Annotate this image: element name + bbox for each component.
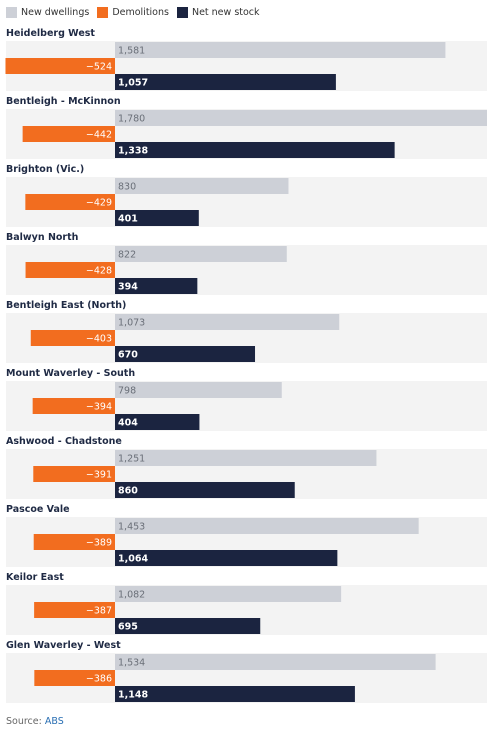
- category-label-pascoe-vale: Pascoe Vale: [6, 504, 70, 515]
- demolitions-value-bentleigh-east-north: −403: [86, 334, 112, 345]
- demolitions-bar-keilor-east: [34, 602, 115, 618]
- demolitions-bar-bentleigh-east-north: [30, 330, 116, 346]
- net-new-stock-value-pascoe-vale: 1,064: [118, 554, 148, 565]
- legend-label-new-dwellings: New dwellings: [21, 6, 90, 18]
- category-label-bentleigh-east-north: Bentleigh East (North): [6, 300, 126, 311]
- demolitions-value-ashwood-chadstone: −391: [86, 470, 112, 481]
- net-new-stock-bar-ashwood-chadstone: [115, 482, 295, 498]
- category-label-glen-waverley-west: Glen Waverley - West: [6, 640, 121, 651]
- net-new-stock-value-heidelberg-west: 1,057: [118, 78, 148, 89]
- legend: New dwellings Demolitions Net new stock: [6, 5, 268, 19]
- demolitions-bar-brighton-vic: [25, 194, 116, 210]
- net-new-stock-value-balwyn-north: 394: [118, 282, 138, 293]
- demolitions-bar-pascoe-vale: [33, 534, 115, 550]
- new-dwellings-bar-mount-waverley-south: [115, 382, 282, 398]
- new-dwellings-bar-pascoe-vale: [115, 518, 419, 534]
- net-new-stock-bar-bentleigh-east-north: [115, 346, 256, 362]
- legend-item-new-dwellings: New dwellings: [6, 6, 90, 18]
- new-dwellings-bar-brighton-vic: [115, 178, 289, 194]
- net-new-stock-bar-mount-waverley-south: [115, 414, 200, 430]
- new-dwellings-bar-keilor-east: [115, 586, 342, 602]
- demolitions-bar-ashwood-chadstone: [33, 466, 115, 482]
- net-new-stock-value-mount-waverley-south: 404: [118, 418, 138, 429]
- bar-chart: Heidelberg West 1,581 −524 1,057 Bentleigh -…: [5, 28, 487, 703]
- new-dwellings-value-brighton-vic: 830: [118, 182, 136, 193]
- demolitions-value-brighton-vic: −429: [86, 198, 112, 209]
- legend-swatch-new-dwellings: [6, 6, 17, 18]
- legend-item-net-new-stock: Net new stock: [176, 6, 260, 18]
- demolitions-value-pascoe-vale: −389: [86, 538, 112, 549]
- demolitions-value-glen-waverley-west: −386: [86, 674, 112, 685]
- new-dwellings-bar-bentleigh-east-north: [115, 314, 340, 330]
- demolitions-bar-mount-waverley-south: [32, 398, 115, 414]
- net-new-stock-value-glen-waverley-west: 1,148: [118, 690, 148, 701]
- new-dwellings-value-mount-waverley-south: 798: [118, 386, 136, 397]
- new-dwellings-bar-balwyn-north: [115, 246, 287, 262]
- net-new-stock-bar-brighton-vic: [115, 210, 199, 226]
- demolitions-bar-heidelberg-west: [5, 58, 115, 74]
- demolitions-bar-glen-waverley-west: [34, 670, 115, 686]
- net-new-stock-bar-balwyn-north: [115, 278, 198, 294]
- new-dwellings-bar-bentleigh-mckinnon: [115, 110, 487, 126]
- demolitions-value-heidelberg-west: −524: [86, 62, 112, 73]
- net-new-stock-value-bentleigh-east-north: 670: [118, 350, 138, 361]
- new-dwellings-value-ashwood-chadstone: 1,251: [118, 454, 145, 465]
- category-label-brighton-vic: Brighton (Vic.): [6, 164, 84, 175]
- new-dwellings-value-bentleigh-mckinnon: 1,780: [118, 114, 145, 125]
- category-label-heidelberg-west: Heidelberg West: [6, 28, 95, 39]
- new-dwellings-bar-ashwood-chadstone: [115, 450, 377, 466]
- legend-item-demolitions: Demolitions: [97, 6, 169, 18]
- net-new-stock-value-brighton-vic: 401: [118, 214, 138, 225]
- legend-label-net-new-stock: Net new stock: [191, 6, 260, 18]
- net-new-stock-value-keilor-east: 695: [118, 622, 138, 633]
- net-new-stock-bar-keilor-east: [115, 618, 261, 634]
- new-dwellings-value-heidelberg-west: 1,581: [118, 46, 145, 57]
- source-note: Source: ABS: [6, 716, 64, 727]
- category-label-balwyn-north: Balwyn North: [6, 232, 79, 243]
- source-prefix: Source:: [6, 716, 42, 727]
- category-label-bentleigh-mckinnon: Bentleigh - McKinnon: [6, 96, 121, 107]
- new-dwellings-bar-heidelberg-west: [115, 42, 446, 58]
- category-label-mount-waverley-south: Mount Waverley - South: [6, 368, 135, 379]
- legend-swatch-net-new-stock: [176, 6, 188, 18]
- new-dwellings-value-pascoe-vale: 1,453: [118, 522, 145, 533]
- demolitions-bar-bentleigh-mckinnon: [22, 126, 115, 142]
- demolitions-value-bentleigh-mckinnon: −442: [86, 130, 112, 141]
- legend-swatch-demolitions: [97, 6, 109, 18]
- category-label-ashwood-chadstone: Ashwood - Chadstone: [6, 436, 122, 447]
- category-label-keilor-east: Keilor East: [6, 572, 64, 583]
- new-dwellings-value-glen-waverley-west: 1,534: [118, 658, 145, 669]
- net-new-stock-bar-bentleigh-mckinnon: [115, 142, 395, 158]
- demolitions-value-keilor-east: −387: [86, 606, 112, 617]
- net-new-stock-value-ashwood-chadstone: 860: [118, 486, 138, 497]
- demolitions-value-balwyn-north: −428: [86, 266, 112, 277]
- net-new-stock-value-bentleigh-mckinnon: 1,338: [118, 146, 148, 157]
- new-dwellings-value-keilor-east: 1,082: [118, 590, 145, 601]
- new-dwellings-bar-glen-waverley-west: [115, 654, 436, 670]
- demolitions-value-mount-waverley-south: −394: [86, 402, 112, 413]
- demolitions-bar-balwyn-north: [25, 262, 115, 278]
- net-new-stock-bar-heidelberg-west: [115, 74, 336, 90]
- new-dwellings-value-balwyn-north: 822: [118, 250, 136, 261]
- source-link[interactable]: ABS: [44, 716, 64, 727]
- legend-label-demolitions: Demolitions: [112, 6, 169, 18]
- net-new-stock-bar-glen-waverley-west: [115, 686, 355, 702]
- net-new-stock-bar-pascoe-vale: [115, 550, 338, 566]
- new-dwellings-value-bentleigh-east-north: 1,073: [118, 318, 145, 329]
